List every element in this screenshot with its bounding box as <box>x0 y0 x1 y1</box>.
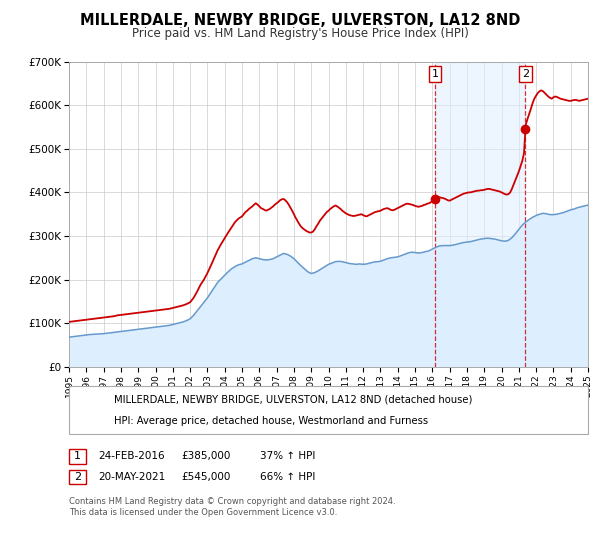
Text: 2: 2 <box>522 69 529 79</box>
Text: This data is licensed under the Open Government Licence v3.0.: This data is licensed under the Open Gov… <box>69 508 337 517</box>
Text: 1: 1 <box>431 69 439 79</box>
Text: 24-FEB-2016: 24-FEB-2016 <box>98 451 164 461</box>
Text: HPI: Average price, detached house, Westmorland and Furness: HPI: Average price, detached house, West… <box>114 416 428 426</box>
Text: 20-MAY-2021: 20-MAY-2021 <box>98 472 165 482</box>
Bar <box>435 62 526 367</box>
Text: MILLERDALE, NEWBY BRIDGE, ULVERSTON, LA12 8ND (detached house): MILLERDALE, NEWBY BRIDGE, ULVERSTON, LA1… <box>114 395 472 405</box>
Text: 2: 2 <box>74 472 81 482</box>
Text: Contains HM Land Registry data © Crown copyright and database right 2024.: Contains HM Land Registry data © Crown c… <box>69 497 395 506</box>
Text: £385,000: £385,000 <box>182 451 231 461</box>
Text: Price paid vs. HM Land Registry's House Price Index (HPI): Price paid vs. HM Land Registry's House … <box>131 27 469 40</box>
Text: 1: 1 <box>74 451 81 461</box>
Text: 66% ↑ HPI: 66% ↑ HPI <box>260 472 315 482</box>
Text: £545,000: £545,000 <box>182 472 231 482</box>
Text: 37% ↑ HPI: 37% ↑ HPI <box>260 451 315 461</box>
Text: MILLERDALE, NEWBY BRIDGE, ULVERSTON, LA12 8ND: MILLERDALE, NEWBY BRIDGE, ULVERSTON, LA1… <box>80 13 520 28</box>
